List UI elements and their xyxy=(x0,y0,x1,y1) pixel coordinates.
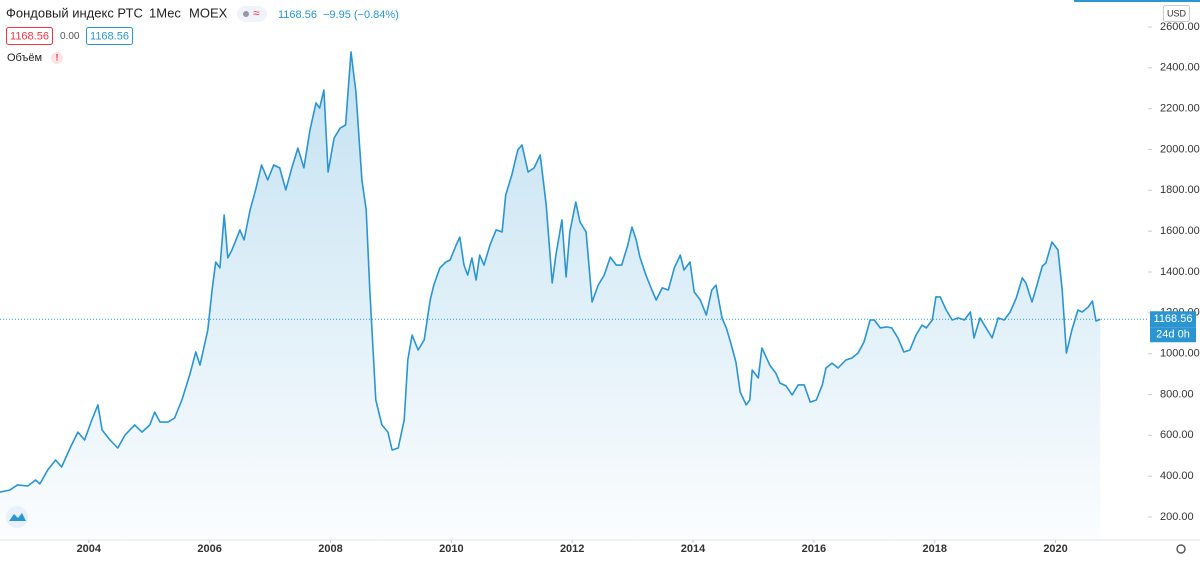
y-tick-label: 400.00 xyxy=(1160,470,1194,482)
last-price-label: 1168.56 xyxy=(1154,313,1193,325)
y-tick-label: 2200.00 xyxy=(1160,103,1200,115)
ask-box[interactable] xyxy=(86,27,133,45)
plot-area xyxy=(0,51,1101,541)
countdown-box xyxy=(1150,327,1196,343)
y-tick-label: 1600.00 xyxy=(1160,225,1200,237)
status-pill[interactable] xyxy=(237,6,267,22)
price-line xyxy=(0,51,1101,493)
x-tick-label: 2006 xyxy=(197,543,221,555)
currency-box[interactable] xyxy=(1163,5,1190,22)
currency: USD xyxy=(1167,8,1187,18)
ask: 1168.56 xyxy=(90,30,129,42)
alert-badge[interactable] xyxy=(51,52,63,64)
settings-icon[interactable] xyxy=(1176,544,1186,554)
logo xyxy=(9,513,26,521)
status-icon: ≈ xyxy=(253,6,260,20)
countdown: 24d 0h xyxy=(1156,329,1190,341)
x-tick-label: 2014 xyxy=(681,543,706,555)
y-tick-label: 600.00 xyxy=(1160,429,1194,441)
change: −9.95 (−0.84%) xyxy=(323,9,399,21)
y-tick-label: 1000.00 xyxy=(1160,348,1200,360)
y-tick-label: 1400.00 xyxy=(1160,266,1200,278)
y-tick-label: 200.00 xyxy=(1160,511,1194,523)
area-fill xyxy=(0,51,1101,541)
status-dot xyxy=(243,11,249,17)
bid-box[interactable] xyxy=(6,27,53,45)
y-tick-label: 2000.00 xyxy=(1160,143,1200,155)
last-price-box xyxy=(1150,311,1196,328)
volume-label: Объём xyxy=(7,52,42,64)
exchange: MOEX xyxy=(189,5,228,20)
y-tick-label: 2400.00 xyxy=(1160,62,1200,74)
x-tick-label: 2018 xyxy=(922,543,946,555)
price: 1168.56 xyxy=(278,9,317,21)
interval: 1Мес xyxy=(149,5,181,20)
x-tick-label: 2020 xyxy=(1043,543,1067,555)
x-tick-label: 2004 xyxy=(77,543,102,555)
bid: 1168.56 xyxy=(10,30,49,42)
y-tick-label: 1800.00 xyxy=(1160,184,1200,196)
title: Фондовый индекс РТС xyxy=(6,5,143,20)
x-tick-label: 2008 xyxy=(318,543,342,555)
y-tick-label: 800.00 xyxy=(1160,388,1194,400)
y-tick-label: 2600.00 xyxy=(1160,21,1200,33)
spread: 0.00 xyxy=(60,31,80,42)
x-tick-label: 2012 xyxy=(560,543,584,555)
alert-icon: ! xyxy=(56,52,59,62)
x-tick-label: 2010 xyxy=(439,543,463,555)
x-tick-label: 2016 xyxy=(802,543,826,555)
